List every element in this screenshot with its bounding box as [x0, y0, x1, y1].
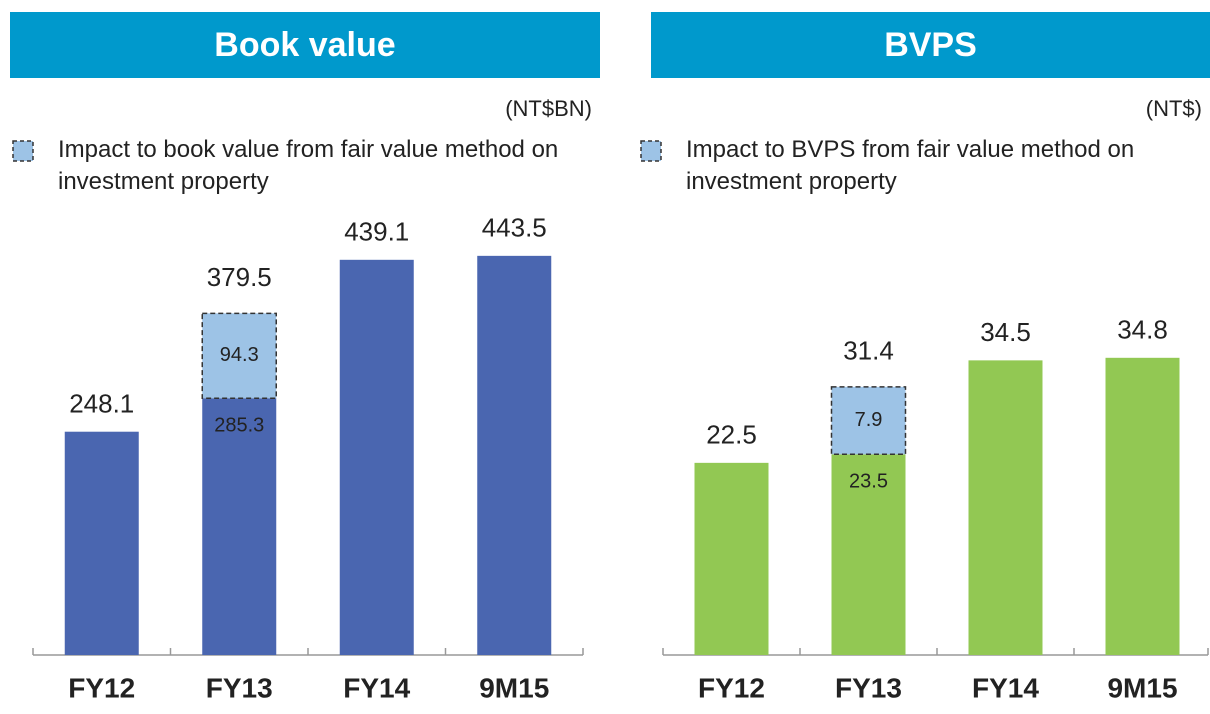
impact-bar	[830, 386, 907, 456]
bar	[694, 462, 769, 655]
chart-title: Book value	[10, 12, 600, 78]
x-tick-label: FY12	[68, 672, 135, 703]
impact-bar	[201, 312, 277, 399]
unit-label: (NT$)	[1145, 96, 1202, 121]
bar	[339, 259, 414, 655]
legend-swatch	[12, 140, 34, 162]
value-label: 7.9	[855, 409, 883, 431]
x-tick-label: FY14	[343, 672, 410, 703]
bar	[831, 454, 906, 655]
value-label: 22.5	[706, 420, 757, 450]
value-label: 34.5	[980, 317, 1031, 347]
x-tick-label: FY12	[698, 672, 765, 703]
x-tick-label: FY14	[972, 672, 1039, 703]
bar	[968, 360, 1043, 655]
value-label: 94.3	[220, 344, 259, 366]
value-label: 285.3	[214, 415, 264, 437]
x-tick-label: FY13	[206, 672, 273, 703]
total-label: 31.4	[843, 336, 894, 366]
unit-label: (NT$BN)	[505, 96, 592, 121]
value-label: 439.1	[344, 217, 409, 247]
legend-swatch	[640, 140, 662, 162]
value-label: 443.5	[482, 213, 547, 243]
value-label: 23.5	[849, 471, 888, 493]
value-label: 248.1	[69, 389, 134, 419]
legend-label: Impact to BVPS from fair value method on…	[686, 136, 1135, 195]
bar	[477, 255, 552, 655]
bar	[1105, 357, 1180, 655]
legend-label: Impact to book value from fair value met…	[58, 136, 559, 195]
value-label: 34.8	[1117, 315, 1168, 345]
chart-title: BVPS	[651, 12, 1210, 78]
bar	[64, 431, 139, 655]
total-label: 379.5	[207, 262, 272, 292]
bar	[202, 398, 277, 655]
x-tick-label: FY13	[835, 672, 902, 703]
x-tick-label: 9M15	[1107, 672, 1177, 703]
x-tick-label: 9M15	[479, 672, 549, 703]
